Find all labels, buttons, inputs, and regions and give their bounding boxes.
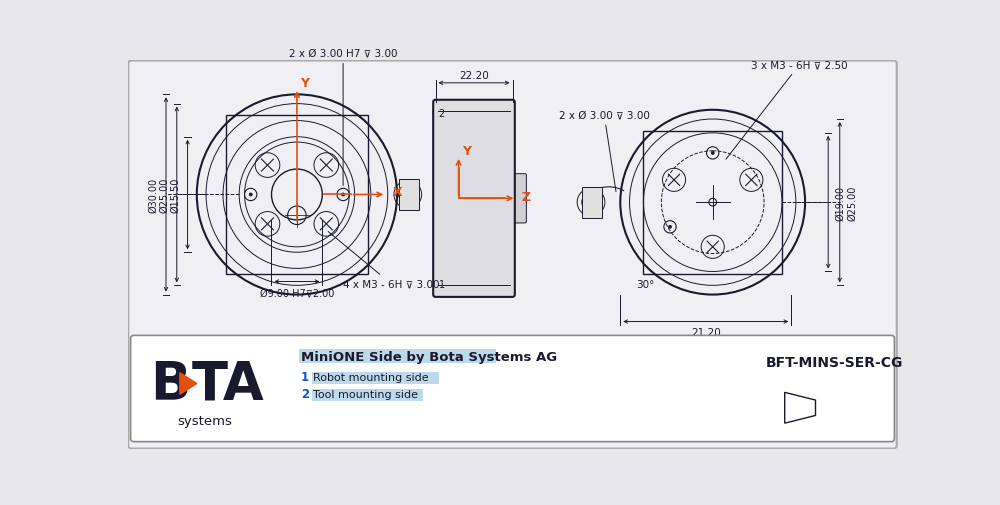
Text: 1: 1 xyxy=(301,371,309,384)
Circle shape xyxy=(668,226,672,229)
Text: MiniONE Side by Bota Systems AG: MiniONE Side by Bota Systems AG xyxy=(301,350,557,363)
Text: Tool mounting side: Tool mounting side xyxy=(313,389,418,399)
Bar xyxy=(643,131,782,274)
Text: 2 x Ø 3.00 ⊽ 3.00: 2 x Ø 3.00 ⊽ 3.00 xyxy=(559,110,650,192)
Bar xyxy=(399,180,419,211)
Circle shape xyxy=(433,276,450,293)
Text: Robot mounting side: Robot mounting side xyxy=(313,372,429,382)
Text: Ø30.00: Ø30.00 xyxy=(149,178,159,213)
Text: 22.20: 22.20 xyxy=(459,71,489,81)
Circle shape xyxy=(249,193,252,196)
Text: Z: Z xyxy=(522,191,531,204)
Text: 30°: 30° xyxy=(636,279,654,289)
Text: 2: 2 xyxy=(439,109,445,119)
FancyBboxPatch shape xyxy=(433,100,515,297)
Bar xyxy=(299,349,496,364)
Circle shape xyxy=(711,152,714,155)
Text: 2 x Ø 3.00 H7 ⊽ 3.00: 2 x Ø 3.00 H7 ⊽ 3.00 xyxy=(289,49,397,186)
Text: Y: Y xyxy=(300,76,309,89)
Bar xyxy=(312,389,423,401)
Circle shape xyxy=(433,105,450,122)
Text: Ø25.00: Ø25.00 xyxy=(847,185,857,220)
Text: 1: 1 xyxy=(439,279,445,289)
Text: 2: 2 xyxy=(301,388,309,400)
Text: B: B xyxy=(151,358,191,410)
FancyBboxPatch shape xyxy=(128,62,897,448)
Polygon shape xyxy=(180,373,197,394)
Text: 4 x M3 - 6H ⊽ 3.00: 4 x M3 - 6H ⊽ 3.00 xyxy=(328,232,440,289)
Text: 21.20: 21.20 xyxy=(691,328,721,338)
Text: X: X xyxy=(392,185,402,198)
Text: Ø19.00: Ø19.00 xyxy=(836,185,846,220)
Bar xyxy=(582,187,602,218)
Circle shape xyxy=(342,193,345,196)
Text: Ø25.00: Ø25.00 xyxy=(159,177,169,213)
Text: Ø15.50: Ø15.50 xyxy=(170,177,180,213)
FancyBboxPatch shape xyxy=(509,174,526,224)
Text: 3 x M3 - 6H ⊽ 2.50: 3 x M3 - 6H ⊽ 2.50 xyxy=(726,60,848,160)
Bar xyxy=(226,116,368,274)
FancyBboxPatch shape xyxy=(131,336,894,442)
Text: TA: TA xyxy=(192,358,265,410)
Text: Ø9.00 H7⊽2.00: Ø9.00 H7⊽2.00 xyxy=(260,288,334,297)
Text: Y: Y xyxy=(462,145,471,158)
Bar xyxy=(312,372,439,384)
Text: systems: systems xyxy=(177,414,232,427)
Text: BFT-MINS-SER-CG: BFT-MINS-SER-CG xyxy=(766,355,903,369)
